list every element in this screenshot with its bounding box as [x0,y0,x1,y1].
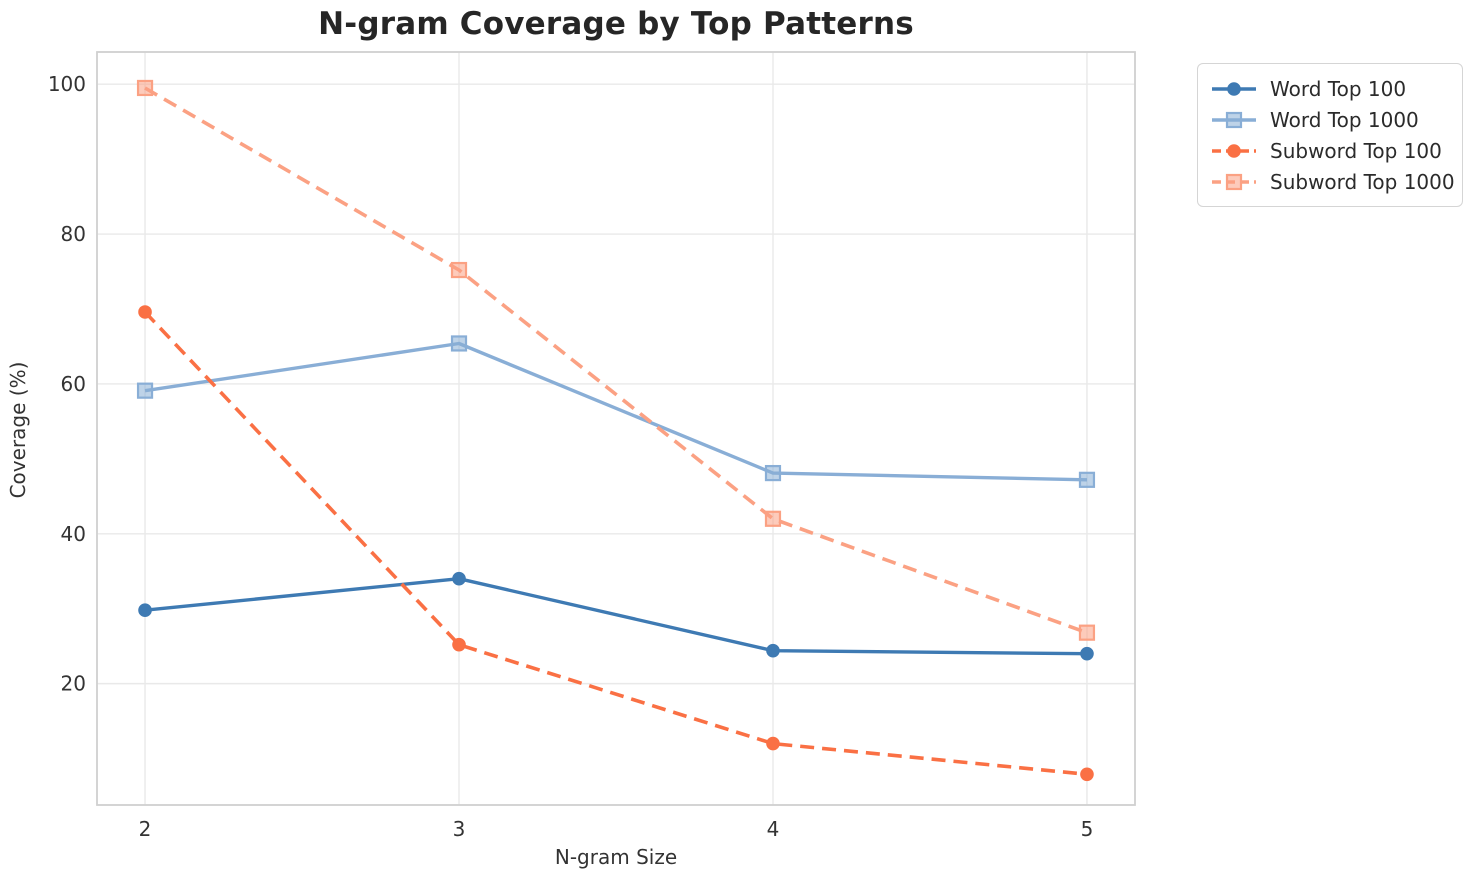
series-1-marker-2 [764,464,782,482]
legend-marker-square-icon [1212,173,1256,190]
y-axis-label: Coverage (%) [6,361,30,499]
legend-marker-circle-icon [1212,143,1256,158]
series-3-marker-0 [136,79,154,97]
series-2-marker-3 [1080,767,1094,782]
legend: Word Top 100 Word Top 1000 Subword Top 100… [1197,63,1463,207]
x-axis-label: N-gram Size [554,845,678,869]
legend-item-0: Word Top 100 [1210,73,1450,104]
series-1-marker-3 [1078,471,1096,488]
series-2-marker-1 [452,637,466,652]
legend-marker-square-icon [1212,111,1256,128]
series-1-line [144,341,1088,482]
y-tick-40: 40 [61,522,86,546]
y-tick-80: 80 [61,222,86,246]
series-3-marker-1 [450,261,468,279]
chart-title: N-gram Coverage by Top Patterns [318,6,914,42]
x-tick-4: 4 [767,817,780,841]
series-3-marker-2 [764,510,782,527]
plot-area [97,52,1135,805]
series-0-marker-3 [1080,646,1094,661]
legend-item-3: Subword Top 1000 [1210,166,1455,197]
plot-border [96,51,1136,806]
series-0-marker-1 [452,571,466,586]
x-tick-2: 2 [139,817,152,841]
series-2-marker-0 [138,305,152,319]
legend-label: Subword Top 100 [1270,138,1442,163]
y-tick-60: 60 [61,372,86,396]
x-tick-3: 3 [453,817,466,841]
series-1-marker-0 [136,382,154,399]
series-0-marker-0 [138,603,152,617]
legend-item-1: Word Top 1000 [1210,104,1450,135]
y-tick-20: 20 [61,672,86,696]
series-0-marker-2 [766,643,780,658]
series-0-line [144,577,1088,656]
series-3-marker-3 [1078,624,1096,641]
legend-item-2: Subword Top 100 [1210,135,1450,166]
x-tick-5: 5 [1081,817,1094,841]
series-1-marker-1 [450,335,468,352]
legend-marker-circle-icon [1212,81,1256,96]
y-tick-100: 100 [48,72,86,96]
legend-label: Word Top 100 [1270,76,1407,101]
series-2-line [143,310,1088,777]
series-3-line [144,86,1088,635]
legend-label: Subword Top 1000 [1270,169,1455,194]
legend-label: Word Top 1000 [1270,107,1419,132]
series-2-marker-2 [766,736,780,751]
